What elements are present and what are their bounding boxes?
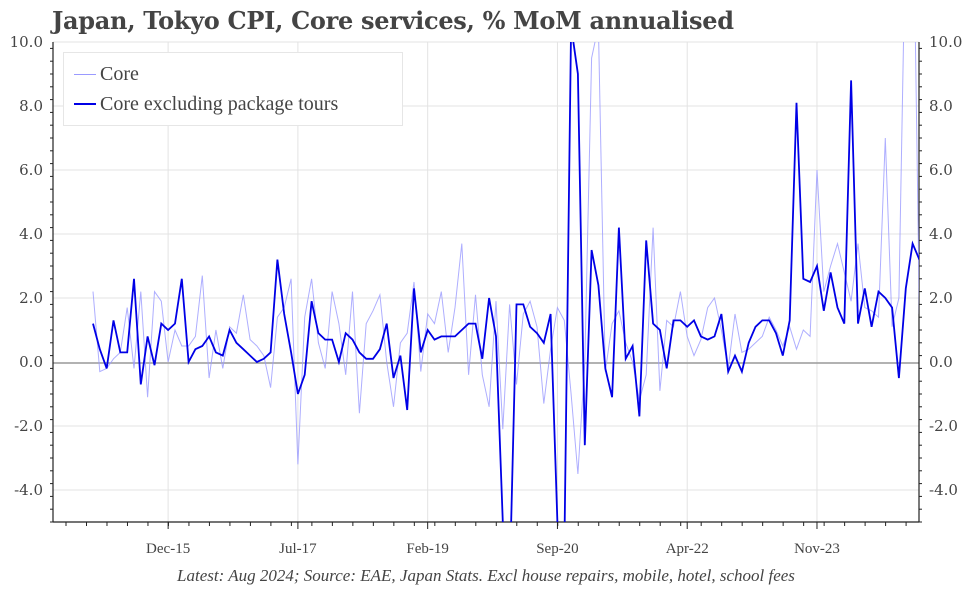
svg-text:Feb-19: Feb-19: [406, 541, 449, 557]
legend-item-core-ex-package-tours: Core excluding package tours: [74, 91, 338, 117]
svg-text:6.0: 6.0: [929, 161, 953, 179]
y-axis-left-labels: 10.0 8.0 6.0 4.0 2.0 0.0 -2.0 -4.0: [10, 33, 43, 499]
svg-text:4.0: 4.0: [929, 225, 953, 243]
legend-swatch-core-icon: [74, 73, 96, 75]
svg-text:-2.0: -2.0: [929, 417, 958, 435]
svg-text:4.0: 4.0: [19, 225, 43, 243]
svg-text:0.0: 0.0: [929, 353, 953, 371]
legend-label: Core excluding package tours: [100, 92, 339, 115]
series-line-core: [92, 42, 919, 475]
legend: Core Core excluding package tours: [63, 52, 403, 126]
svg-text:8.0: 8.0: [19, 97, 43, 115]
svg-text:-2.0: -2.0: [14, 417, 43, 435]
svg-text:10.0: 10.0: [929, 33, 962, 51]
svg-text:10.0: 10.0: [10, 33, 43, 51]
y-axis-right-labels: 10.0 8.0 6.0 4.0 2.0 0.0 -2.0 -4.0: [929, 33, 962, 499]
svg-text:8.0: 8.0: [929, 97, 953, 115]
svg-text:2.0: 2.0: [929, 289, 953, 307]
axes: [50, 42, 922, 529]
legend-item-core: Core: [74, 61, 139, 87]
svg-text:6.0: 6.0: [19, 161, 43, 179]
legend-swatch-core-ex-icon: [74, 103, 96, 105]
svg-text:-4.0: -4.0: [929, 481, 958, 499]
source-note: Latest: Aug 2024; Source: EAE, Japan Sta…: [177, 566, 795, 585]
x-axis-labels: Dec-15 Jul-17 Feb-19 Sep-20 Apr-22 Nov-23: [146, 541, 840, 557]
svg-text:0.0: 0.0: [19, 353, 43, 371]
chart-title: Japan, Tokyo CPI, Core services, % MoM a…: [52, 6, 734, 35]
series-line-core-ex-package-tours: [92, 42, 919, 522]
svg-text:Dec-15: Dec-15: [146, 541, 190, 557]
svg-text:Sep-20: Sep-20: [536, 541, 579, 557]
svg-text:Jul-17: Jul-17: [279, 541, 317, 557]
legend-label: Core: [100, 62, 139, 85]
svg-text:Nov-23: Nov-23: [794, 541, 840, 557]
svg-text:2.0: 2.0: [19, 289, 43, 307]
svg-text:Apr-22: Apr-22: [666, 541, 709, 557]
svg-text:-4.0: -4.0: [14, 481, 43, 499]
